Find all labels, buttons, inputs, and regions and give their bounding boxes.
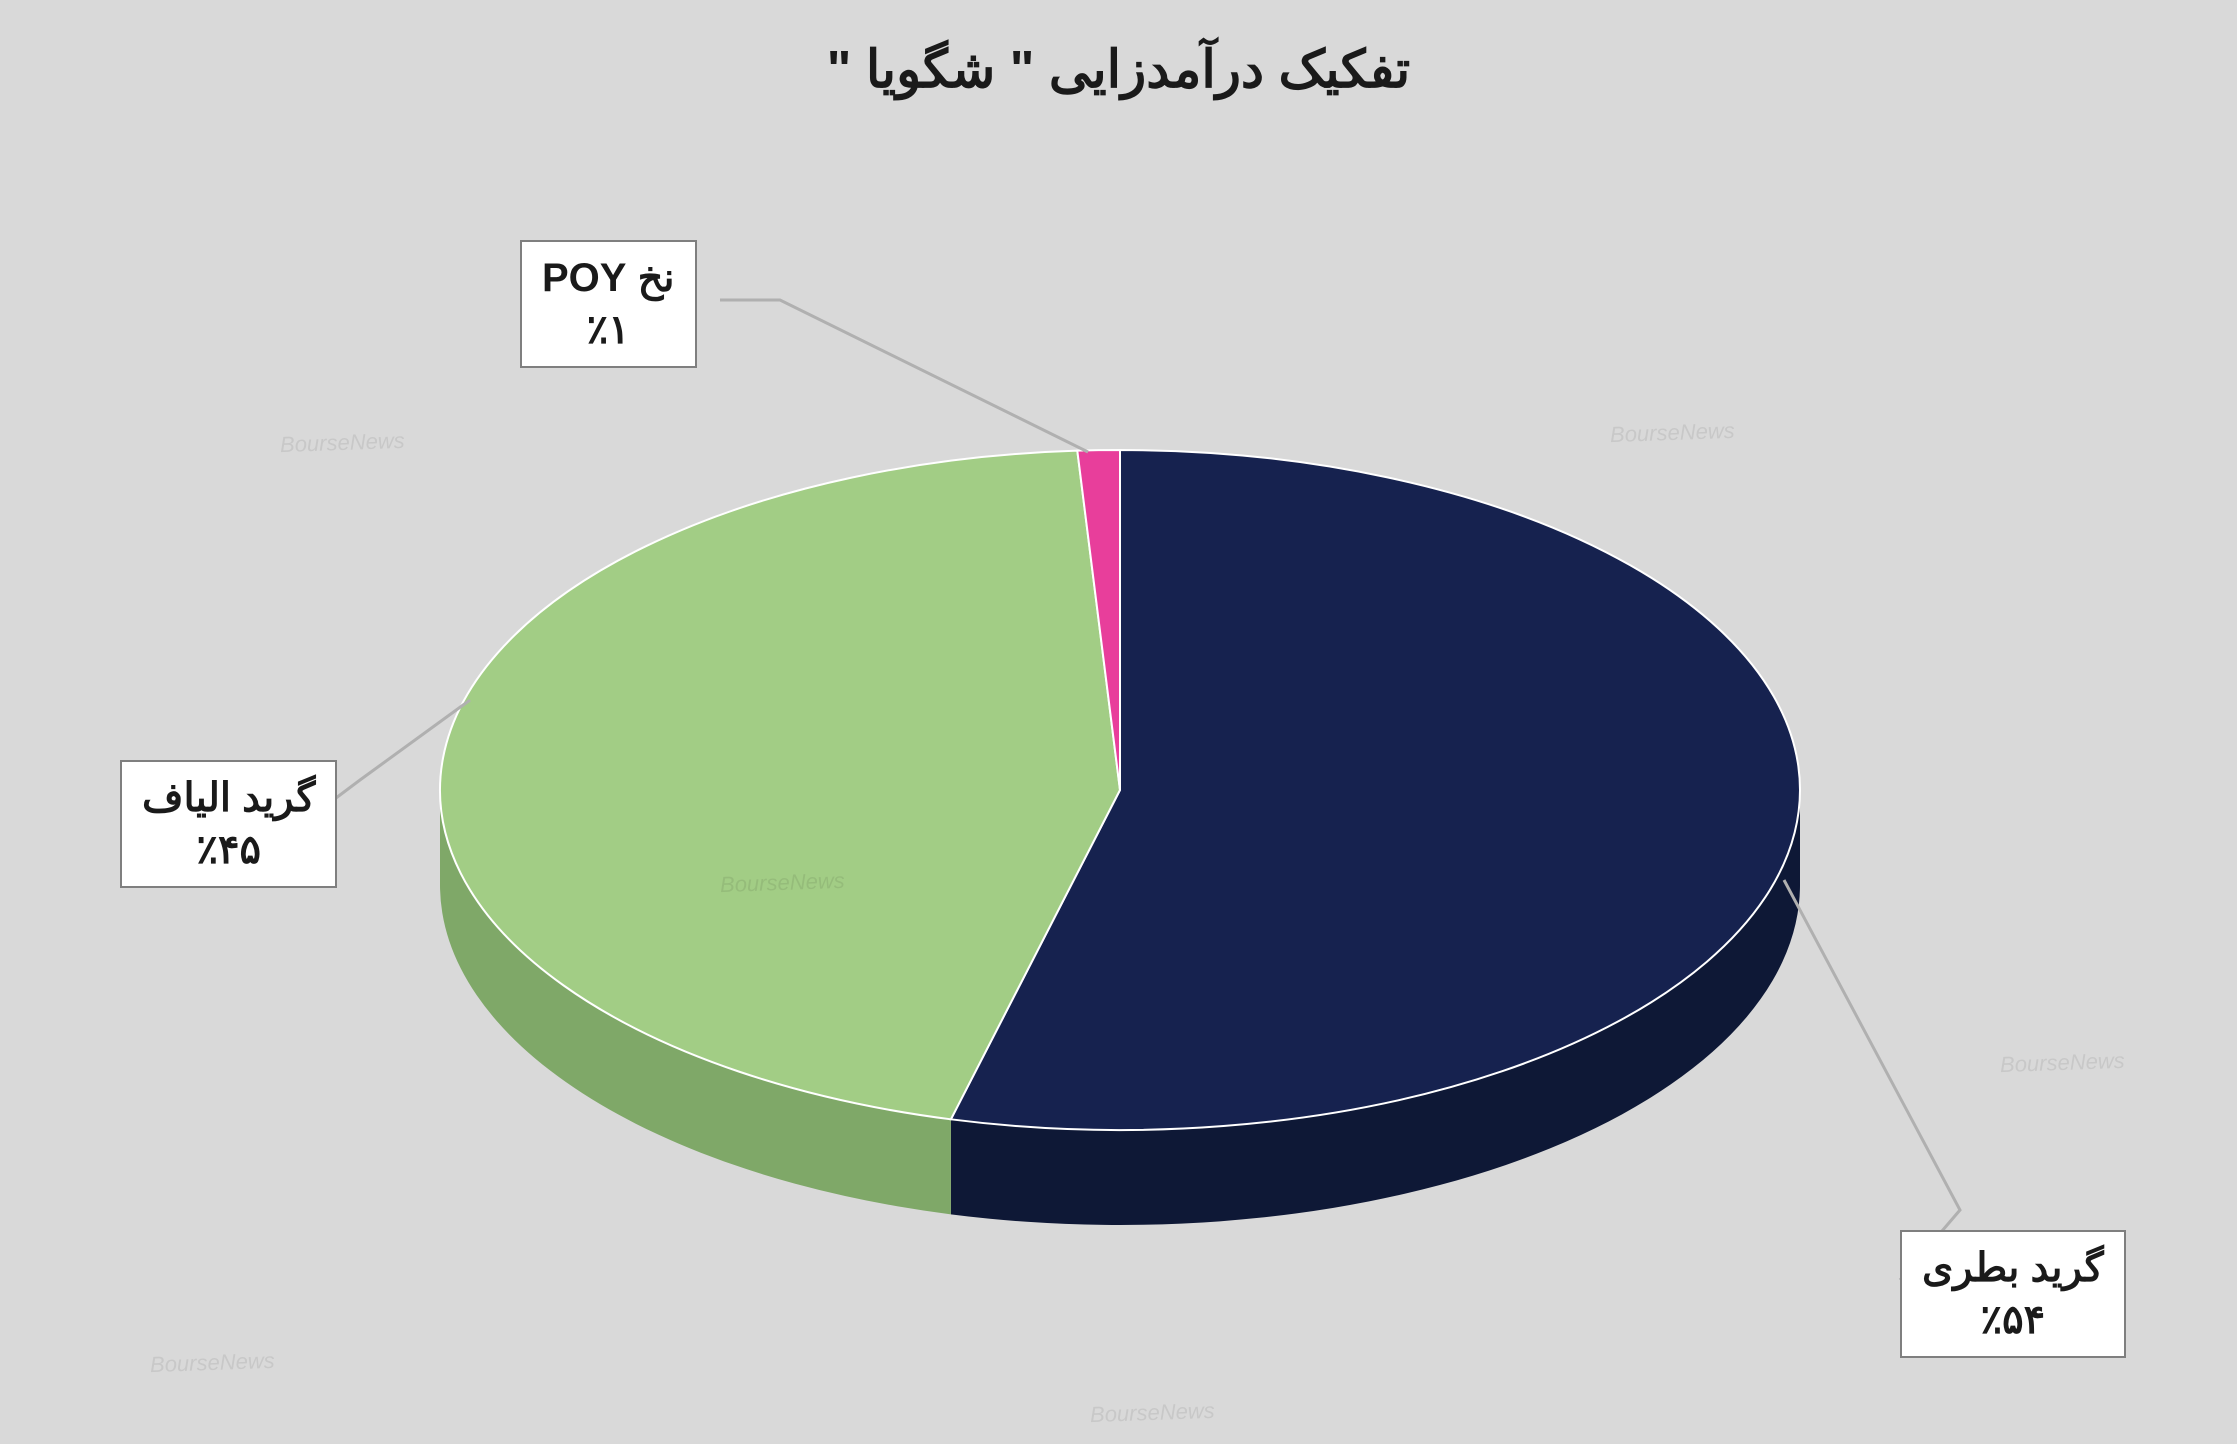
leader-line: [1784, 880, 1960, 1280]
pie-label-name: گرید بطری: [1922, 1242, 2104, 1294]
pie-label-box: گرید بطری٪۵۴: [1900, 1230, 2126, 1358]
pie-label-name: گرید الیاف: [142, 772, 315, 824]
pie-chart-svg: [0, 0, 2237, 1444]
pie-label-name: نخ POY: [542, 252, 675, 304]
pie-label-percent: ٪۴۵: [142, 824, 315, 876]
chart-title: تفکیک درآمدزایی " شگویا ": [0, 40, 2237, 100]
pie-label-percent: ٪۵۴: [1922, 1294, 2104, 1346]
leader-line: [720, 300, 1088, 452]
pie-label-percent: ٪۱: [542, 304, 675, 356]
pie-chart-container: تفکیک درآمدزایی " شگویا " گرید بطری٪۵۴گر…: [0, 0, 2237, 1444]
pie-label-box: نخ POY٪۱: [520, 240, 697, 368]
pie-label-box: گرید الیاف٪۴۵: [120, 760, 337, 888]
